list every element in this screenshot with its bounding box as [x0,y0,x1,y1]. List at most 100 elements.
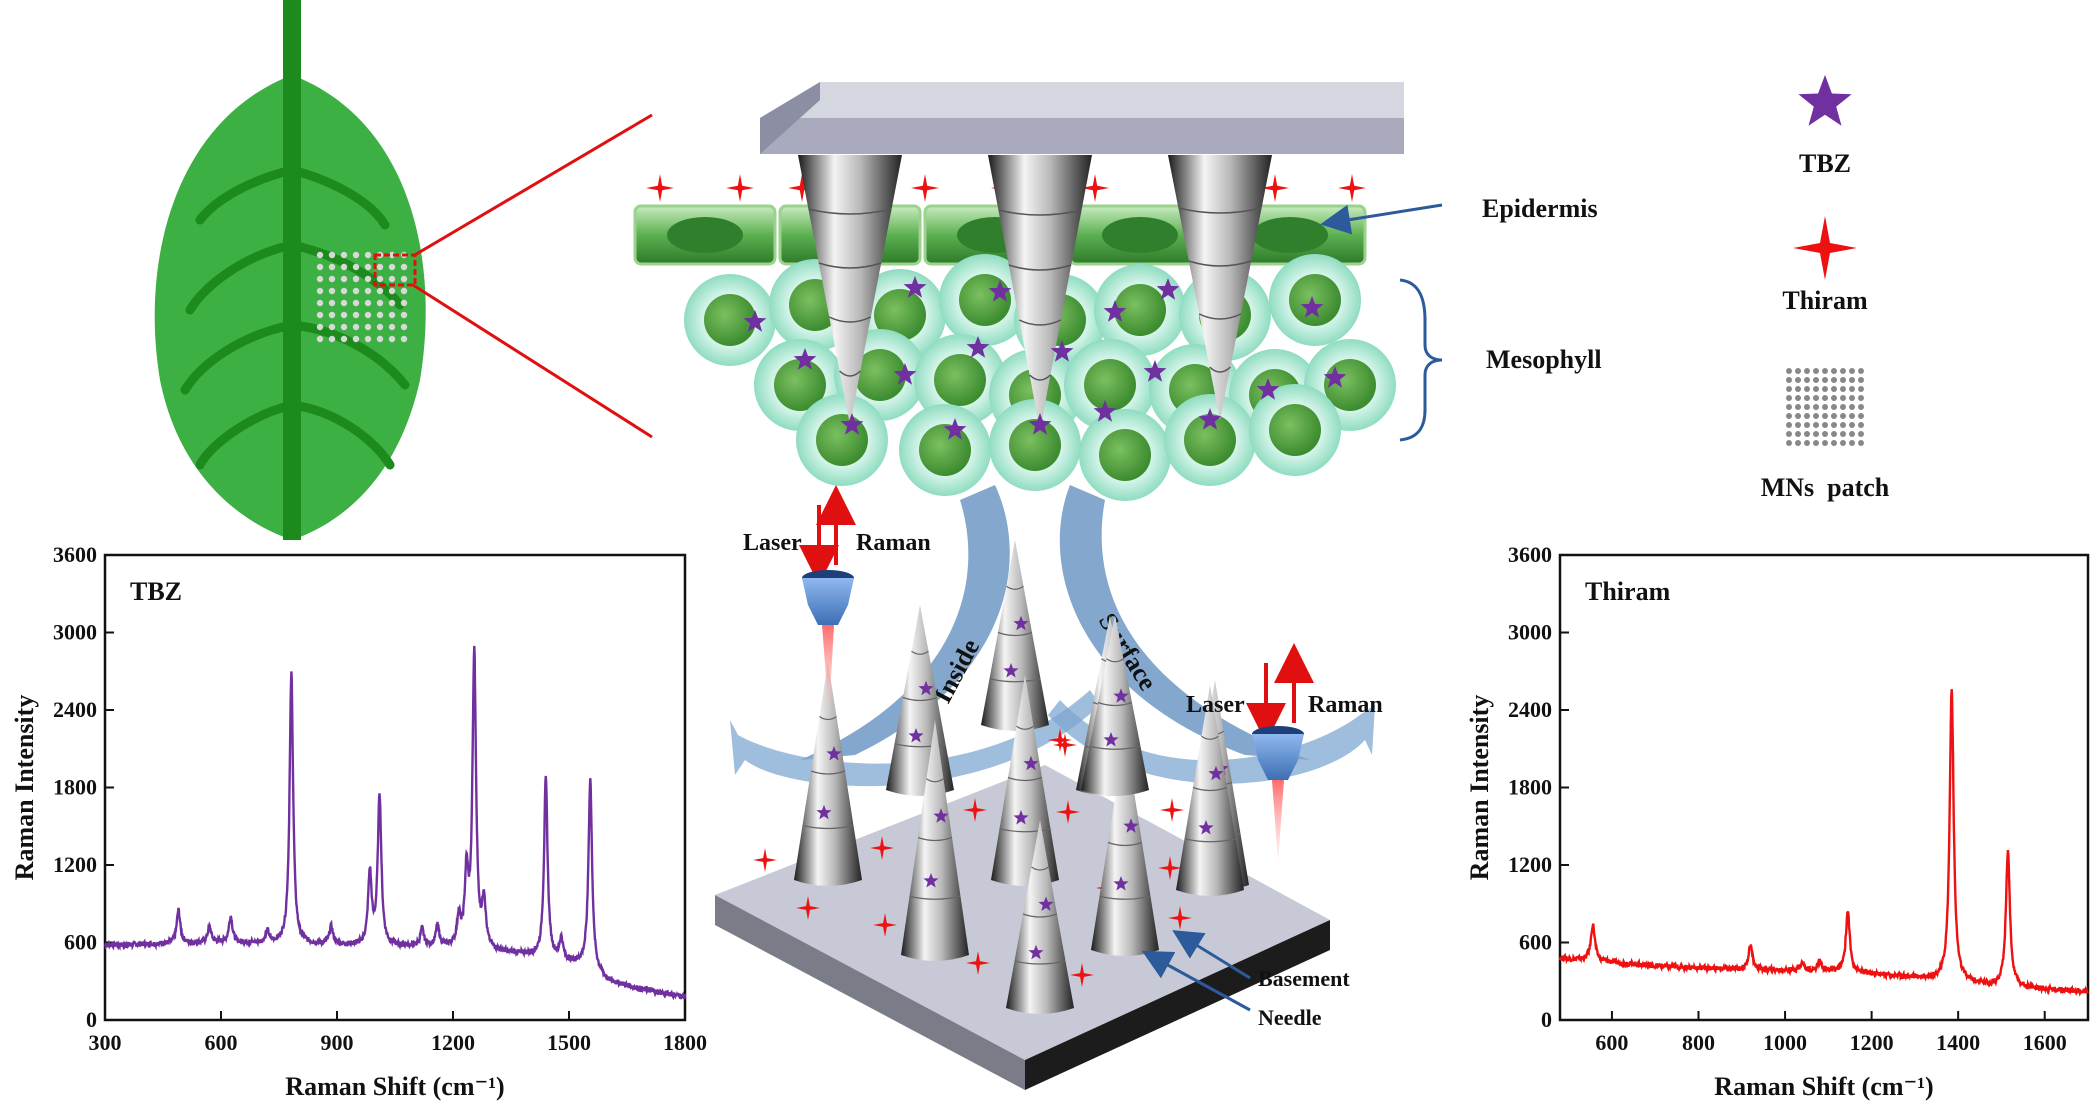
microneedle [1168,155,1272,420]
patch-dot [352,287,360,295]
thiram-star-icon [1048,728,1072,752]
cell-nucleus [1269,404,1321,456]
patch-dot [1804,431,1810,437]
patch-dot [328,263,336,271]
patch-dot [1840,386,1846,392]
x-tick-label: 1200 [1850,1030,1894,1055]
patch-dot [364,275,372,283]
patch-dot [340,287,348,295]
patch-dot [340,263,348,271]
patch-dot [376,311,384,319]
patch-dot [1813,413,1819,419]
patch-dot [1840,440,1846,446]
epidermis-nucleus [1252,217,1328,253]
tbz-star-icon [903,276,927,298]
patch-dot [1840,404,1846,410]
patch-dot [1831,368,1837,374]
needle-ring [1201,735,1219,740]
needle-ring [999,828,1051,833]
needle-ring [1029,374,1051,381]
x-tick-label: 1500 [547,1030,591,1055]
patch-dot [1849,431,1855,437]
tbz-star-icon [1156,278,1180,300]
epidermis-nucleus [667,217,743,253]
tbz-star-icon [1300,296,1324,318]
patch-dot [1804,413,1810,419]
zoom-region-box [373,253,417,287]
needle-ring [1184,838,1236,843]
chart-title: Thiram [1585,577,1671,606]
patch-dot [1822,368,1828,374]
patch-dot [1858,413,1864,419]
patch-dot [1849,368,1855,374]
patch-dot [1813,386,1819,392]
laser-label-left: Laser [743,530,802,556]
needle-ring [1022,913,1058,918]
patch-dot [1849,404,1855,410]
patch-dot [400,263,408,271]
y-axis-label: Raman Intensity [10,695,39,881]
patch-dot [1804,422,1810,428]
patch-dot [1804,404,1810,410]
patch-dot [328,335,336,343]
thiram-star-icon [1160,798,1184,822]
x-tick-label: 600 [205,1030,238,1055]
patch-dot [376,335,384,343]
tbz-star-icon [1256,378,1280,400]
tbz-spectrum-chart: 0 600 1200 1800 2400 3000 3600 300 600 900 1200 150… [10,542,707,1101]
patch-dot [1831,431,1837,437]
patch-dot [1849,422,1855,428]
objective-lens-icon [802,578,854,625]
patch-dot [1849,395,1855,401]
needle-ring [818,262,882,269]
thiram-spectrum-chart: 0 600 1200 1800 2400 3000 3600 600 800 1000 1200 14… [1465,542,2090,1101]
patch-dot [1858,377,1864,383]
needle-ring [1192,786,1228,792]
thiram-star-icon [1070,963,1094,987]
tbz-star-icon [826,746,842,761]
chart-title: TBZ [130,577,182,606]
cell-nucleus [1084,359,1136,411]
patch-dot [1840,395,1846,401]
y-axis-label: Raman Intensity [1465,695,1494,881]
needle-ring [902,696,938,702]
patch-dot [1795,422,1801,428]
leaf-midrib [283,0,301,540]
patch-dot [1786,431,1792,437]
patch-dot [1858,431,1864,437]
patch-dot [1822,422,1828,428]
mn-patch-legend-label: MNs patch [1761,473,1890,502]
needle-ring [828,316,872,323]
patch-dot [1786,368,1792,374]
needle-ring [1089,745,1141,750]
patch-dot [352,323,360,331]
patch-dot [388,299,396,307]
zoom-line-top [412,113,653,258]
tbz-star-icon [1123,818,1139,833]
needle-ring [1107,841,1143,847]
patch-dot [400,299,408,307]
thiram-star-icon [753,848,777,872]
patch-dot [340,299,348,307]
right-probe: Laser Raman [1186,643,1383,862]
microneedle [988,155,1092,430]
patch-dot [1795,413,1801,419]
thiram-star-icon [726,174,754,202]
tbz-star-icon [816,804,832,820]
y-tick-label: 3600 [53,542,97,567]
legend: TBZ Thiram MNs patch [1761,75,1890,502]
y-tick-label: 3000 [1508,620,1552,645]
basement-left-side [715,895,1025,1090]
tbz-star-icon [908,728,924,743]
thiram-star-icon [870,836,894,860]
patch-dot [1813,377,1819,383]
thiram-legend-icon [1793,216,1857,280]
patch-dot [400,275,408,283]
patch-base-front [760,118,1404,154]
plot-frame [103,553,687,1022]
cell-nucleus [704,294,756,346]
cell-nucleus [874,289,926,341]
patch-dot [1831,413,1837,419]
x-tick-label: 1600 [2023,1030,2067,1055]
tbz-star-icon [1323,366,1347,388]
